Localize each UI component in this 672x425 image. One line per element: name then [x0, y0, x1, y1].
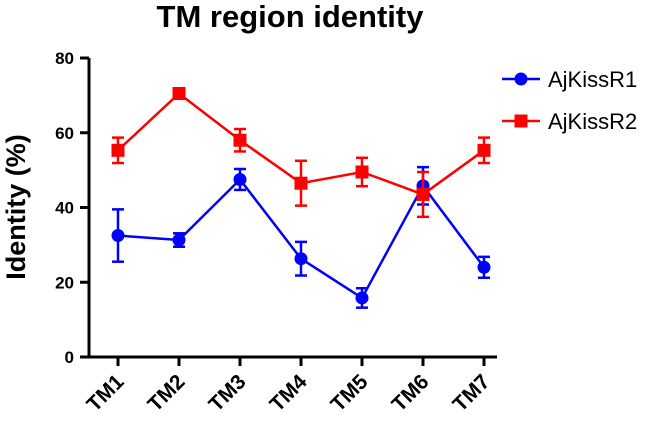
y-tick-label: 20 [55, 273, 74, 292]
data-point [355, 291, 369, 305]
x-tick-label: TM2 [144, 370, 190, 416]
x-tick-label: TM1 [83, 370, 129, 416]
legend-label: AjKissR2 [548, 109, 637, 134]
data-point [477, 260, 491, 274]
y-tick-label: 80 [55, 49, 74, 68]
chart-title: TM region identity [157, 0, 425, 34]
y-tick-label: 0 [65, 348, 74, 367]
y-axis-label: Identity (%) [1, 134, 31, 280]
x-tick-label: TM7 [449, 370, 495, 416]
y-tick-label: 40 [55, 199, 74, 218]
data-point [233, 133, 247, 147]
x-tick-label: TM6 [388, 370, 434, 416]
data-point [172, 233, 186, 247]
data-point [416, 187, 430, 201]
x-tick-label: TM5 [327, 370, 373, 416]
axes [87, 58, 497, 359]
series-AjKissR2 [111, 87, 491, 219]
series-layer [111, 87, 491, 309]
x-tick-label: TM3 [205, 370, 251, 416]
legend: AjKissR1 AjKissR2 [502, 67, 637, 134]
y-tick-label: 60 [55, 124, 74, 143]
data-point [477, 143, 491, 157]
data-point [294, 252, 308, 266]
data-point [111, 143, 125, 157]
x-ticks: TM1 TM2 TM3 TM4 TM5 TM6 TM7 [83, 357, 495, 416]
data-point [111, 229, 125, 243]
data-point [172, 87, 186, 101]
data-point [355, 165, 369, 179]
y-ticks: 0 20 40 60 80 [55, 49, 89, 367]
data-point [233, 172, 247, 186]
legend-marker [514, 114, 528, 128]
x-tick-label: TM4 [266, 370, 312, 416]
legend-marker [514, 72, 528, 86]
data-point [294, 176, 308, 190]
legend-label: AjKissR1 [548, 67, 637, 92]
